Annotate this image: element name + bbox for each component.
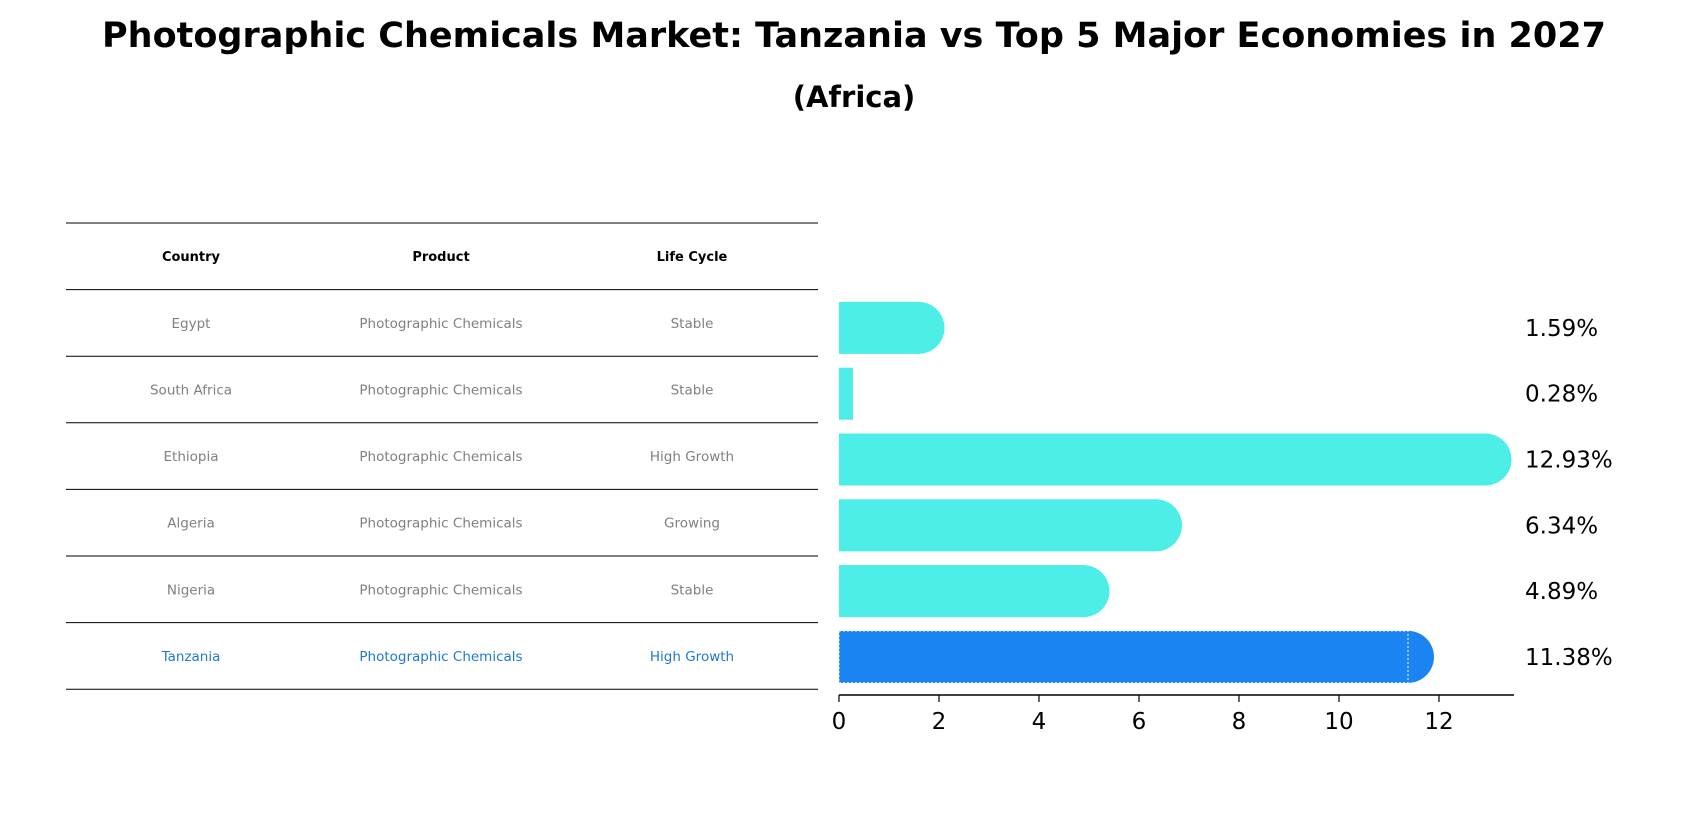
x-tick-label: 8 [1232,709,1247,735]
row-product: Photographic Chemicals [359,582,522,598]
table-row: Egypt Photographic Chemicals Stable [172,316,714,332]
x-tick-label: 12 [1424,709,1453,735]
bar-rounded-cap [1459,433,1512,486]
chart-subtitle: (Africa) [792,80,916,114]
x-tick-label: 6 [1132,709,1147,735]
row-country: Nigeria [167,582,215,598]
row-product: Photographic Chemicals [359,649,522,665]
bar-body [839,499,1156,552]
data-label: 11.38% [1525,645,1613,671]
data-label: 0.28% [1525,382,1598,408]
data-label: 6.34% [1525,513,1598,539]
bar-body [839,367,853,420]
row-product: Photographic Chemicals [359,383,522,399]
table-row: Ethiopia Photographic Chemicals High Growt… [164,449,735,465]
bar-rounded-cap [892,301,945,354]
row-life-cycle: High Growth [650,649,734,665]
bar-south-africa: 0.28% [839,367,1598,420]
bar-tanzania: 11.38% [838,630,1613,684]
data-label: 4.89% [1525,579,1598,605]
header-life-cycle: Life Cycle [657,250,728,265]
data-label: 1.59% [1525,316,1598,342]
bar-nigeria: 4.89% [839,565,1598,618]
row-life-cycle: Stable [671,383,714,399]
table-row: Nigeria Photographic Chemicals Stable [167,582,714,598]
bar-ethiopia: 12.93% [839,433,1613,486]
x-tick-label: 2 [932,709,947,735]
row-life-cycle: High Growth [650,449,734,465]
bar-rounded-cap [1130,499,1182,552]
table-row: Tanzania Photographic Chemicals High Growt… [161,649,734,665]
header-country: Country [162,250,221,265]
data-table: Country Product Life Cycle Egypt Photographi… [66,222,818,690]
data-label: 12.93% [1525,448,1613,474]
header-product: Product [412,250,469,265]
bar-body [839,565,1084,618]
row-life-cycle: Stable [671,316,714,332]
row-life-cycle: Growing [664,516,720,532]
x-tick-label: 10 [1324,709,1353,735]
table-row: Algeria Photographic Chemicals Growing [167,516,720,532]
bar-algeria: 6.34% [839,499,1598,552]
bar-egypt: 1.59% [839,301,1598,354]
row-country: Algeria [167,516,214,532]
bar-rounded-cap [1382,630,1434,683]
row-life-cycle: Stable [671,582,714,598]
row-product: Photographic Chemicals [359,316,522,332]
row-country: Tanzania [161,649,221,665]
x-tick-label: 4 [1032,709,1047,735]
chart-title: Photographic Chemicals Market: Tanzania … [102,16,1606,56]
row-country: South Africa [150,383,232,399]
row-product: Photographic Chemicals [359,516,522,532]
row-country: Ethiopia [164,449,219,465]
bar-body [839,433,1486,486]
bar-rounded-cap [1057,565,1110,618]
bar-body [839,630,1408,683]
bar-chart: 1.59% 0.28% 12.93% 6.34% 4.89% 11.38% 0 2 4 6 8 10 1… [832,301,1613,735]
bar-highlight-outline [838,630,1409,684]
table-row: South Africa Photographic Chemicals Stable [150,383,713,399]
row-product: Photographic Chemicals [359,449,522,465]
x-tick-label: 0 [832,709,847,735]
row-country: Egypt [172,316,211,332]
